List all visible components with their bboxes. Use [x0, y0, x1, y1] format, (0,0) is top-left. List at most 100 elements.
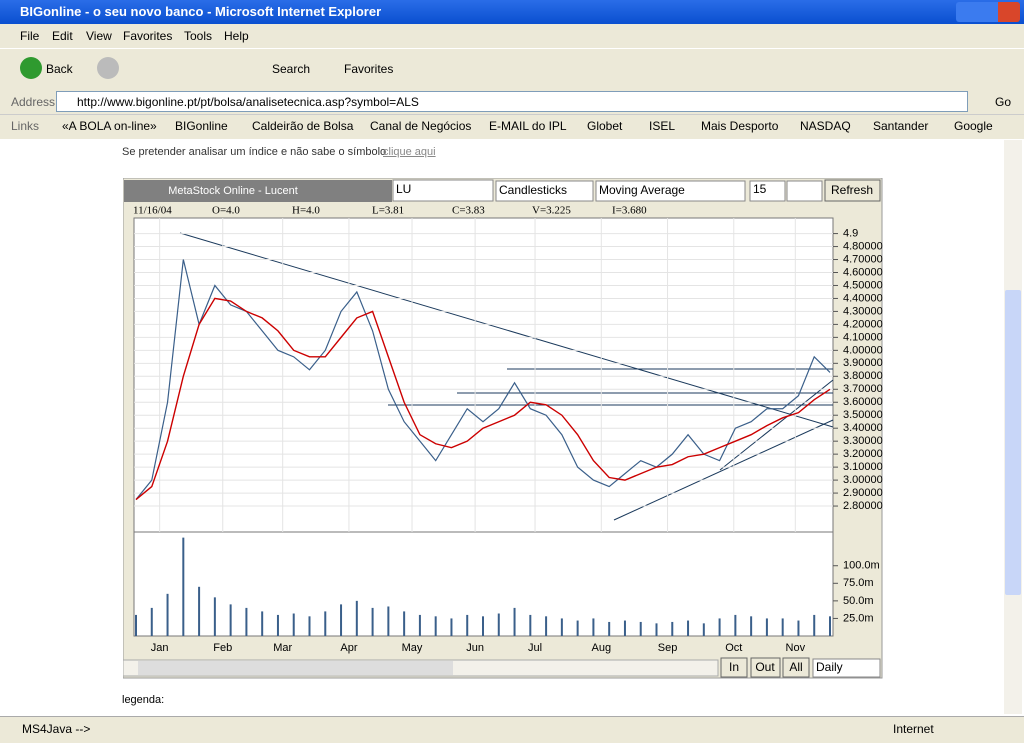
readout: C=3.83	[452, 205, 485, 217]
y-tick-label: 3.90000	[843, 357, 883, 369]
y-tick-label: 3.30000	[843, 435, 883, 447]
menu-item[interactable]: Favorites	[123, 29, 173, 43]
y-tick-label: 3.70000	[843, 383, 883, 395]
refresh-button[interactable]	[824, 179, 881, 202]
volume-bar	[813, 614, 816, 636]
volume-tick-label: 50.0m	[843, 595, 874, 607]
out-label[interactable]: Out	[755, 660, 775, 674]
y-tick-label: 4.00000	[843, 344, 883, 356]
h-scroll-thumb[interactable]	[138, 661, 453, 675]
link-item[interactable]: Caldeirão de Bolsa	[252, 119, 354, 133]
link-item[interactable]: Canal de Negócios	[370, 119, 472, 133]
in-button[interactable]	[720, 657, 748, 678]
interval[interactable]: Daily	[816, 660, 843, 674]
link-item[interactable]: «A BOLA on-line»	[62, 119, 157, 133]
menu-item[interactable]: Edit	[52, 29, 73, 43]
blank-input[interactable]	[786, 180, 823, 202]
y-tick-label: 2.90000	[843, 487, 883, 499]
menu-item[interactable]: View	[86, 29, 112, 43]
volume-bar	[687, 620, 690, 636]
readout: O=4.0	[212, 205, 240, 217]
link-item[interactable]: Mais Desporto	[701, 119, 779, 133]
status-text: MS4Java -->	[22, 722, 91, 736]
volume-bar	[655, 623, 658, 636]
x-tick-label: Apr	[340, 642, 357, 654]
volume-bar	[781, 618, 784, 636]
title-bar	[0, 0, 1024, 24]
y-tick-label: 3.20000	[843, 448, 883, 460]
x-tick-label: Feb	[213, 642, 232, 654]
y-tick-label: 3.40000	[843, 422, 883, 434]
volume-bar	[340, 604, 343, 636]
search-label[interactable]: Search	[272, 62, 311, 76]
y-tick-label: 3.10000	[843, 461, 883, 473]
x-tick-label: May	[402, 642, 423, 654]
back-label[interactable]: Back	[46, 62, 73, 76]
volume-bar	[182, 537, 185, 636]
all-label[interactable]: All	[789, 660, 802, 674]
trendline	[719, 379, 834, 471]
interval-select[interactable]	[812, 658, 881, 678]
chart-style[interactable]: Candlesticks	[499, 183, 567, 197]
volume-bar	[750, 616, 753, 636]
link-item[interactable]: Santander	[873, 119, 929, 133]
volume-bar	[245, 607, 248, 636]
volume-bar	[213, 597, 216, 636]
address-url[interactable]: http://www.bigonline.pt/pt/bolsa/analise…	[77, 95, 419, 109]
y-tick-label: 3.50000	[843, 409, 883, 421]
favorites-label[interactable]: Favorites	[344, 62, 394, 76]
menu-item[interactable]: Help	[224, 29, 249, 43]
intro-link[interactable]: clique aqui	[383, 146, 436, 158]
volume-bar	[529, 614, 532, 636]
indicator[interactable]: Moving Average	[599, 183, 685, 197]
y-tick-label: 4.10000	[843, 331, 883, 343]
symbol-input[interactable]	[392, 179, 494, 202]
back-icon[interactable]	[20, 57, 42, 79]
volume-bar	[639, 621, 642, 636]
window-title: BIGonline - o seu novo banco - Microsoft…	[20, 4, 382, 19]
volume-bar	[592, 618, 595, 636]
y-tick-label: 4.80000	[843, 240, 883, 252]
volume-bar	[560, 618, 563, 636]
y-tick-label: 4.70000	[843, 253, 883, 265]
link-item[interactable]: E-MAIL do IPL	[489, 119, 567, 133]
volume-bar	[403, 611, 406, 636]
window-buttons[interactable]	[956, 2, 1020, 22]
volume-bar	[765, 618, 768, 636]
volume-bar	[418, 614, 421, 636]
in-label[interactable]: In	[729, 660, 739, 674]
link-item[interactable]: NASDAQ	[800, 119, 851, 133]
all-button[interactable]	[782, 657, 810, 678]
scroll-thumb[interactable]	[1005, 290, 1021, 595]
volume-bar	[797, 620, 800, 636]
refresh-label[interactable]: Refresh	[831, 183, 873, 197]
volume-bar	[434, 616, 437, 636]
go-button[interactable]: Go	[995, 95, 1012, 109]
symbol[interactable]: LU	[396, 182, 411, 196]
volume-bar	[308, 616, 311, 636]
out-button[interactable]	[750, 657, 781, 678]
toolbar	[0, 48, 1024, 91]
y-tick-label: 4.40000	[843, 292, 883, 304]
x-tick-label: Sep	[658, 642, 678, 654]
style-select[interactable]	[495, 180, 594, 202]
link-item[interactable]: ISEL	[649, 119, 676, 133]
menu-item[interactable]: File	[20, 29, 40, 43]
readout: L=3.81	[372, 205, 404, 217]
applet-title-bg	[124, 180, 392, 202]
address-input[interactable]	[56, 91, 968, 112]
link-item[interactable]: BIGonline	[175, 119, 228, 133]
link-item[interactable]: Globet	[587, 119, 623, 133]
menu-item[interactable]: Tools	[184, 29, 213, 43]
period-input[interactable]	[749, 180, 786, 202]
period[interactable]: 15	[753, 182, 767, 196]
x-tick-label: Oct	[725, 642, 742, 654]
trendlines	[179, 232, 834, 521]
legend-text: legenda:	[122, 694, 165, 706]
indicator-select[interactable]	[595, 180, 746, 202]
link-item[interactable]: Google	[954, 119, 993, 133]
volume-bar	[829, 616, 831, 636]
forward-icon[interactable]	[97, 57, 119, 79]
volume-bar	[608, 621, 611, 636]
